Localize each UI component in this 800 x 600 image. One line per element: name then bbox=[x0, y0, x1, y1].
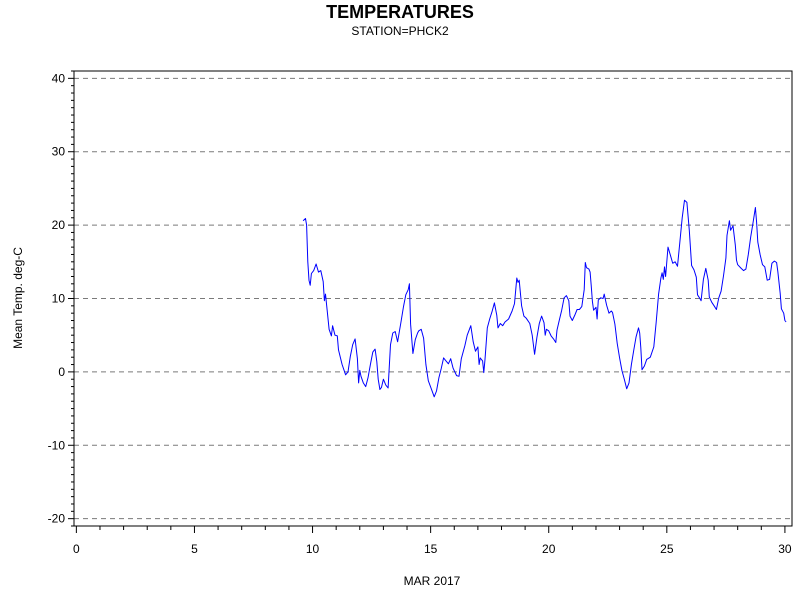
y-tick-label: 20 bbox=[52, 218, 66, 232]
y-tick-label: 0 bbox=[58, 365, 65, 379]
plot-frame bbox=[73, 70, 793, 527]
x-axis-label: MAR 2017 bbox=[404, 574, 461, 588]
x-tick-label: 5 bbox=[191, 542, 198, 556]
y-tick-label: 30 bbox=[52, 145, 66, 159]
x-tick-label: 25 bbox=[660, 542, 674, 556]
y-tick-label: -10 bbox=[48, 438, 66, 452]
y-tick-label: -20 bbox=[48, 512, 66, 526]
y-axis-label: Mean Temp. deg-C bbox=[11, 247, 25, 349]
y-minor-ticks bbox=[71, 70, 74, 527]
y-tick-label: 10 bbox=[52, 292, 66, 306]
x-tick-label: 30 bbox=[778, 542, 792, 556]
series-layer bbox=[302, 199, 787, 398]
y-tick-label: 40 bbox=[52, 71, 66, 85]
x-tick-label: 0 bbox=[73, 542, 80, 556]
x-minor-ticks bbox=[99, 526, 762, 530]
x-tick-label: 20 bbox=[542, 542, 556, 556]
gridlines bbox=[74, 77, 792, 520]
series-line bbox=[302, 199, 787, 398]
y-axis-ticks: -20 -10 0 10 20 30 40 bbox=[48, 71, 74, 526]
x-axis-ticks: 0 5 10 15 20 25 30 bbox=[73, 526, 792, 556]
chart-title: TEMPERATURES bbox=[326, 2, 474, 22]
chart-subtitle: STATION=PHCK2 bbox=[351, 24, 449, 38]
x-tick-label: 15 bbox=[424, 542, 438, 556]
x-tick-label: 10 bbox=[306, 542, 320, 556]
